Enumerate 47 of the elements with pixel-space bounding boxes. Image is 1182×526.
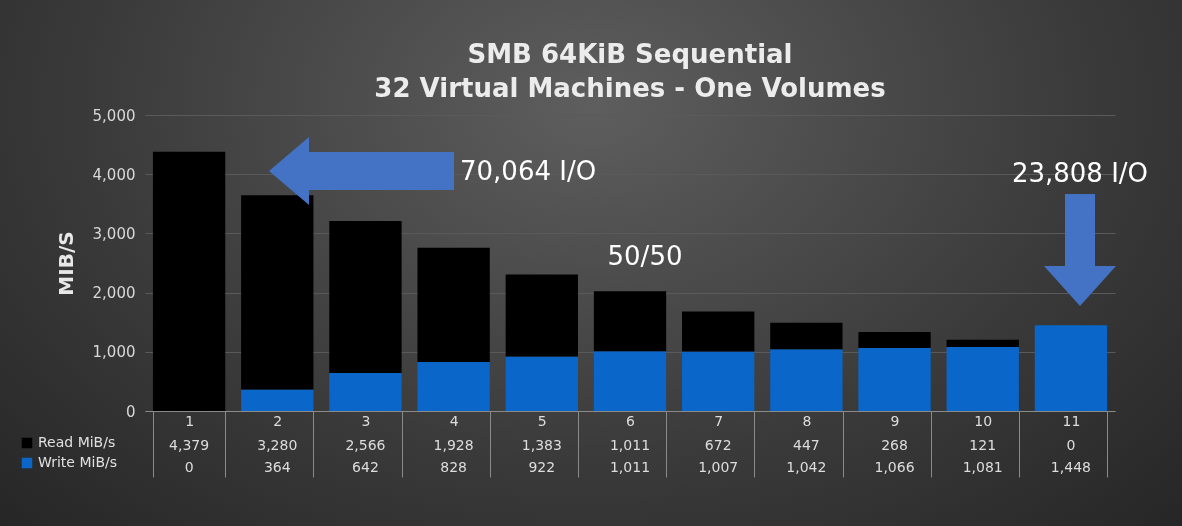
- x-tick-label: 2: [273, 412, 283, 429]
- x-tick-label: 10: [974, 412, 993, 429]
- y-axis-title: MIB/S: [53, 231, 78, 296]
- data-label: 0: [184, 459, 194, 475]
- annotation: 70,064 I/O: [460, 156, 597, 186]
- x-tick-label: 11: [1062, 412, 1081, 429]
- data-label: 1,066: [874, 459, 915, 475]
- data-label: 828: [440, 459, 467, 475]
- legend-label: Write MiB/s: [38, 454, 117, 470]
- data-label: 1,383: [521, 437, 562, 453]
- data-label: 922: [528, 459, 556, 475]
- data-label: 0: [1066, 437, 1076, 453]
- data-label: 364: [263, 459, 291, 475]
- legend-label: Read MiB/s: [38, 434, 116, 450]
- y-tick-label: 1,000: [92, 343, 136, 362]
- data-label: 642: [352, 459, 379, 475]
- y-tick-label: 4,000: [92, 165, 136, 184]
- x-tick-label: 4: [449, 412, 459, 429]
- y-tick-label: 0: [125, 402, 136, 421]
- data-label: 268: [881, 437, 908, 453]
- data-label: 1,007: [698, 459, 739, 475]
- data-label: 447: [793, 437, 820, 453]
- data-label: 672: [704, 437, 732, 453]
- data-label: 1,011: [609, 459, 651, 475]
- x-tick-label: 8: [802, 412, 812, 429]
- data-label: 3,280: [257, 437, 298, 453]
- chart-subtitle: 32 Virtual Machines - One Volumes: [374, 73, 886, 103]
- x-tick-label: 6: [626, 412, 636, 429]
- y-tick-label: 2,000: [92, 284, 136, 303]
- x-tick-label: 7: [714, 412, 724, 429]
- data-label: 121: [969, 437, 997, 453]
- x-tick-label: 5: [537, 412, 547, 429]
- x-tick-label: 3: [361, 412, 371, 429]
- data-label: 1,448: [1050, 459, 1091, 475]
- x-tick-label: 1: [185, 412, 195, 429]
- y-tick-label: 5,000: [92, 106, 136, 125]
- y-tick-label: 3,000: [92, 224, 136, 243]
- data-label: 1,928: [433, 437, 474, 453]
- annotation: 23,808 I/O: [1011, 158, 1149, 188]
- annotation: 50/50: [607, 241, 683, 271]
- chart-title: SMB 64KiB Sequential: [467, 39, 793, 69]
- data-label: 1,042: [786, 459, 827, 475]
- data-label: 2,566: [345, 437, 386, 453]
- x-tick-label: 9: [890, 412, 900, 429]
- data-label: 1,011: [609, 437, 651, 453]
- data-label: 4,379: [169, 437, 210, 453]
- data-label: 1,081: [962, 459, 1003, 475]
